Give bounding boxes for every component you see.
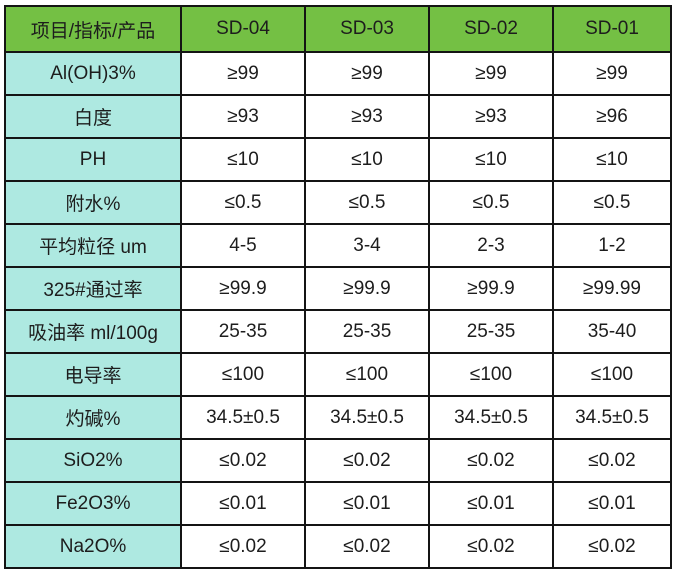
cell: ≤10 — [552, 137, 672, 182]
cell: ≥99.9 — [428, 266, 554, 311]
table-row: PH ≤10 ≤10 ≤10 ≤10 — [4, 137, 672, 182]
cell: 25-35 — [304, 309, 430, 354]
row-label: 吸油率 ml/100g — [4, 309, 182, 354]
cell: 35-40 — [552, 309, 672, 354]
cell: ≤0.01 — [552, 481, 672, 526]
cell: ≤0.01 — [428, 481, 554, 526]
table-row: 附水% ≤0.5 ≤0.5 ≤0.5 ≤0.5 — [4, 180, 672, 225]
cell: ≤100 — [304, 352, 430, 397]
cell: ≤100 — [552, 352, 672, 397]
cell: ≤0.5 — [180, 180, 306, 225]
cell: ≤0.02 — [552, 524, 672, 569]
row-label: 附水% — [4, 180, 182, 225]
row-label: SiO2% — [4, 438, 182, 483]
cell: ≥93 — [180, 94, 306, 139]
cell: ≤0.01 — [180, 481, 306, 526]
cell: ≥99 — [552, 51, 672, 96]
table-row: 白度 ≥93 ≥93 ≥93 ≥96 — [4, 94, 672, 139]
cell: ≥99.9 — [180, 266, 306, 311]
cell: 2-3 — [428, 223, 554, 268]
table-row: 吸油率 ml/100g 25-35 25-35 25-35 35-40 — [4, 309, 672, 354]
table-row: 电导率 ≤100 ≤100 ≤100 ≤100 — [4, 352, 672, 397]
table-header-row: 项目/指标/产品 SD-04 SD-03 SD-02 SD-01 — [4, 5, 672, 53]
cell: 34.5±0.5 — [304, 395, 430, 440]
cell: ≥93 — [428, 94, 554, 139]
cell: ≤100 — [428, 352, 554, 397]
cell: ≥99.99 — [552, 266, 672, 311]
cell: ≤0.02 — [428, 438, 554, 483]
cell: 25-35 — [428, 309, 554, 354]
cell: 1-2 — [552, 223, 672, 268]
cell: 3-4 — [304, 223, 430, 268]
cell: ≤0.5 — [552, 180, 672, 225]
cell: 25-35 — [180, 309, 306, 354]
cell: ≥96 — [552, 94, 672, 139]
row-label: 灼碱% — [4, 395, 182, 440]
column-header-sd04: SD-04 — [180, 5, 306, 53]
cell: ≥99 — [180, 51, 306, 96]
table-row: Na2O% ≤0.02 ≤0.02 ≤0.02 ≤0.02 — [4, 524, 672, 569]
cell: ≤0.5 — [428, 180, 554, 225]
cell: ≤100 — [180, 352, 306, 397]
cell: ≤10 — [304, 137, 430, 182]
table-row: 平均粒径 um 4-5 3-4 2-3 1-2 — [4, 223, 672, 268]
cell: 34.5±0.5 — [552, 395, 672, 440]
cell: ≥99 — [428, 51, 554, 96]
cell: ≤0.02 — [304, 438, 430, 483]
row-label: Al(OH)3% — [4, 51, 182, 96]
table-row: 灼碱% 34.5±0.5 34.5±0.5 34.5±0.5 34.5±0.5 — [4, 395, 672, 440]
row-label: PH — [4, 137, 182, 182]
cell: ≥93 — [304, 94, 430, 139]
cell: ≥99.9 — [304, 266, 430, 311]
column-header-sd02: SD-02 — [428, 5, 554, 53]
cell: ≤0.02 — [180, 438, 306, 483]
table-row: 325#通过率 ≥99.9 ≥99.9 ≥99.9 ≥99.99 — [4, 266, 672, 311]
cell: 34.5±0.5 — [180, 395, 306, 440]
cell: ≤0.02 — [304, 524, 430, 569]
cell: ≤10 — [428, 137, 554, 182]
column-header-sd01: SD-01 — [552, 5, 672, 53]
cell: ≤0.5 — [304, 180, 430, 225]
cell: ≤0.01 — [304, 481, 430, 526]
row-label: 325#通过率 — [4, 266, 182, 311]
column-header-items: 项目/指标/产品 — [4, 5, 182, 53]
row-label: 电导率 — [4, 352, 182, 397]
cell: ≤0.02 — [552, 438, 672, 483]
cell: ≤0.02 — [428, 524, 554, 569]
cell: ≤10 — [180, 137, 306, 182]
row-label: Fe2O3% — [4, 481, 182, 526]
cell: 4-5 — [180, 223, 306, 268]
product-spec-table: 项目/指标/产品 SD-04 SD-03 SD-02 SD-01 Al(OH)3… — [4, 5, 672, 569]
table-row: SiO2% ≤0.02 ≤0.02 ≤0.02 ≤0.02 — [4, 438, 672, 483]
row-label: Na2O% — [4, 524, 182, 569]
row-label: 平均粒径 um — [4, 223, 182, 268]
table-row: Fe2O3% ≤0.01 ≤0.01 ≤0.01 ≤0.01 — [4, 481, 672, 526]
row-label: 白度 — [4, 94, 182, 139]
cell: 34.5±0.5 — [428, 395, 554, 440]
column-header-sd03: SD-03 — [304, 5, 430, 53]
cell: ≥99 — [304, 51, 430, 96]
cell: ≤0.02 — [180, 524, 306, 569]
table-row: Al(OH)3% ≥99 ≥99 ≥99 ≥99 — [4, 51, 672, 96]
